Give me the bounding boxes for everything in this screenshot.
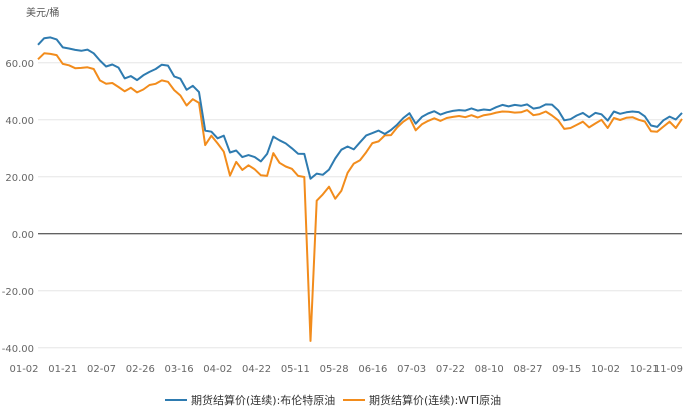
x-tick-label: 03-16: [165, 364, 194, 375]
x-tick-label: 01-02: [9, 364, 38, 375]
x-tick-label: 10-02: [591, 364, 620, 375]
legend-item-wti[interactable]: 期货结算价(连续):WTI原油: [343, 393, 501, 407]
x-tick-label: 02-07: [87, 364, 116, 375]
x-tick-label: 04-22: [242, 364, 271, 375]
x-tick-label: 08-27: [513, 364, 542, 375]
x-tick-label: 05-28: [320, 364, 349, 375]
legend-label-wti: 期货结算价(连续):WTI原油: [369, 393, 501, 407]
y-tick-label: 0.00: [12, 230, 34, 241]
grid-lines: [38, 62, 682, 349]
legend-label-brent: 期货结算价(连续):布伦特原油: [191, 393, 335, 407]
y-tick-label: -40.00: [2, 344, 34, 355]
x-tick-label: 06-16: [358, 364, 387, 375]
series-line-brent[interactable]: [37, 36, 683, 180]
legend[interactable]: 期货结算价(连续):布伦特原油 期货结算价(连续):WTI原油: [165, 393, 501, 407]
x-tick-labels: 01-02 01-21 02-07 02-26 03-16 04-02 04-22 05-11…: [9, 364, 683, 375]
x-tick-label: 11-09: [654, 364, 683, 375]
x-tick-label: 01-21: [48, 364, 77, 375]
x-tick-label: 07-22: [436, 364, 465, 375]
y-tick-label: 40.00: [5, 116, 34, 127]
x-tick-label: 10-21: [630, 364, 659, 375]
y-tick-label: -20.00: [2, 287, 34, 298]
series-line-wti[interactable]: [37, 52, 683, 342]
y-axis-unit-label: 美元/桶: [26, 6, 59, 19]
y-tick-label: 20.00: [5, 173, 34, 184]
x-tick-label: 08-10: [475, 364, 504, 375]
x-tick-label: 07-03: [397, 364, 426, 375]
x-tick-label: 02-26: [126, 364, 155, 375]
series-lines: [37, 36, 683, 342]
legend-item-brent[interactable]: 期货结算价(连续):布伦特原油: [165, 393, 335, 407]
x-tick-label: 04-02: [203, 364, 232, 375]
x-tick-label: 09-15: [552, 364, 581, 375]
y-tick-label: 60.00: [5, 59, 34, 70]
x-tick-label: 05-11: [281, 364, 310, 375]
y-tick-labels: -40.00 -20.00 0.00 20.00 40.00 60.00: [2, 59, 34, 355]
